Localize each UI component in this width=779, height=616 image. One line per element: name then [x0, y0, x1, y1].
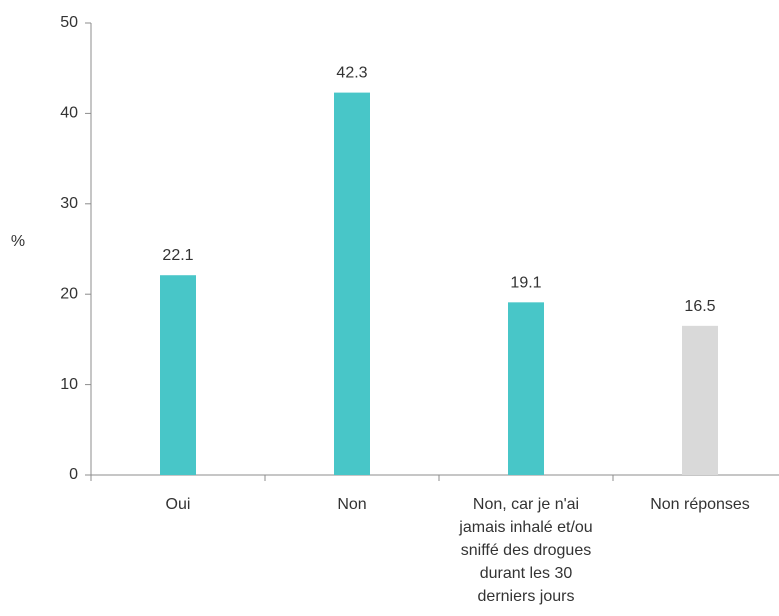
category-label-line: Non réponses: [650, 496, 750, 513]
x-axis: [90, 474, 779, 481]
category-labels: Oui Non Non, car je n'ai jamais inhalé et/o…: [166, 496, 750, 605]
category-label-line: Oui: [166, 496, 191, 513]
data-label: 16.5: [684, 298, 715, 315]
data-label: 42.3: [336, 65, 367, 82]
bar: [160, 275, 196, 475]
y-tick-label: 20: [60, 285, 78, 302]
y-tick-label: 30: [60, 195, 78, 212]
y-axis: 0 10 20 30 40 50: [60, 14, 92, 483]
category-label-line: jamais inhalé et/ou: [458, 519, 592, 536]
y-tick-label: 50: [60, 14, 78, 31]
bar: [508, 302, 544, 475]
y-tick-label: 40: [60, 105, 78, 122]
data-labels: 22.1 42.3 19.1 16.5: [162, 65, 715, 315]
y-axis-title: %: [11, 233, 25, 250]
data-label: 19.1: [510, 274, 541, 291]
category-label-line: derniers jours: [478, 588, 575, 605]
category-label: Non réponses: [650, 496, 750, 513]
category-label-line: Non: [337, 496, 366, 513]
category-label-line: Non, car je n'ai: [473, 496, 579, 513]
category-label: Oui: [166, 496, 191, 513]
category-label: Non: [337, 496, 366, 513]
category-label-line: durant les 30: [480, 565, 573, 582]
y-tick-label: 10: [60, 376, 78, 393]
bars: [160, 92, 718, 475]
category-label-line: sniffé des drogues: [461, 542, 591, 559]
y-tick-label: 0: [69, 466, 78, 483]
bar: [682, 325, 718, 475]
category-label: Non, car je n'ai jamais inhalé et/ou sniff…: [458, 496, 592, 605]
bar: [334, 92, 370, 475]
data-label: 22.1: [162, 247, 193, 264]
